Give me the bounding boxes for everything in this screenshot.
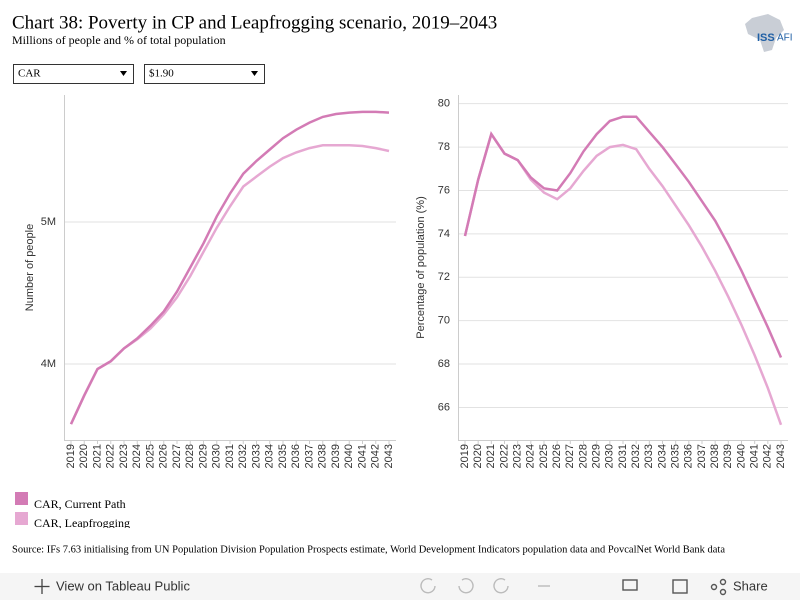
x-tick-label: 2034 bbox=[656, 444, 668, 468]
x-tick-label: 2028 bbox=[577, 444, 589, 468]
x-tick-label: 2037 bbox=[696, 444, 708, 468]
y-tick-label: 80 bbox=[438, 98, 450, 110]
x-tick-label: 2031 bbox=[617, 444, 629, 468]
legend-label[interactable]: CAR, Current Path bbox=[34, 497, 126, 511]
x-tick-label: 2039 bbox=[330, 444, 342, 468]
legend-swatch bbox=[15, 512, 28, 525]
legend-swatch bbox=[15, 492, 28, 505]
x-tick-label: 2022 bbox=[498, 444, 510, 468]
y-tick-label: 78 bbox=[438, 141, 450, 153]
x-tick-label: 2023 bbox=[118, 444, 130, 468]
view-on-public[interactable]: View on Tableau Public bbox=[56, 578, 190, 593]
dropdown-arrow bbox=[251, 71, 258, 76]
action-icons[interactable] bbox=[622, 578, 727, 596]
y-tick-label: 70 bbox=[438, 315, 450, 327]
x-tick-label: 2037 bbox=[303, 444, 315, 468]
y-tick-label: 74 bbox=[438, 228, 450, 240]
x-tick-label: 2041 bbox=[356, 444, 368, 468]
legend-clip bbox=[0, 528, 200, 536]
x-tick-label: 2027 bbox=[171, 444, 183, 468]
x-tick-label: 2036 bbox=[683, 444, 695, 468]
tableau-icon bbox=[34, 579, 50, 594]
y-tick-label: 72 bbox=[438, 271, 450, 283]
x-tick-label: 2043 bbox=[775, 444, 787, 468]
x-tick-label: 2031 bbox=[224, 444, 236, 468]
x-tick-label: 2027 bbox=[564, 444, 576, 468]
country-dropdown[interactable] bbox=[13, 64, 134, 84]
x-tick-label: 2042 bbox=[762, 444, 774, 468]
x-tick-label: 2029 bbox=[197, 444, 209, 468]
y-tick-label: 76 bbox=[438, 184, 450, 196]
x-tick-label: 2042 bbox=[370, 444, 382, 468]
poverty-line-dropdown[interactable] bbox=[144, 64, 265, 84]
x-tick-label: 2026 bbox=[551, 444, 563, 468]
country-value: CAR bbox=[18, 68, 41, 80]
x-tick-label: 2026 bbox=[158, 444, 170, 468]
series-line bbox=[463, 115, 783, 358]
logo-map bbox=[745, 14, 784, 52]
x-tick-label: 2028 bbox=[184, 444, 196, 468]
subtitle: Millions of people and % of total popula… bbox=[12, 33, 226, 47]
x-tick-label: 2029 bbox=[591, 444, 603, 468]
x-tick-label: 2038 bbox=[709, 444, 721, 468]
y-axis-label: Number of people bbox=[24, 224, 36, 311]
x-tick-label: 2020 bbox=[78, 444, 90, 468]
x-tick-label: 2040 bbox=[735, 444, 747, 468]
logo-text: ISS bbox=[757, 32, 775, 44]
series-line bbox=[69, 144, 390, 425]
y-axis-label: Percentage of population (%) bbox=[415, 196, 427, 338]
x-tick-label: 2036 bbox=[290, 444, 302, 468]
y-tick-label: 5M bbox=[41, 216, 56, 228]
x-tick-label: 2038 bbox=[317, 444, 329, 468]
poverty-line-value: $1.90 bbox=[149, 68, 174, 80]
x-tick-label: 2040 bbox=[343, 444, 355, 468]
x-tick-label: 2019 bbox=[65, 444, 77, 468]
toolbar bbox=[0, 573, 800, 600]
x-tick-label: 2030 bbox=[211, 444, 223, 468]
x-tick-label: 2043 bbox=[383, 444, 395, 468]
logo-suffix: AFI bbox=[777, 33, 793, 44]
x-tick-label: 2035 bbox=[277, 444, 289, 468]
x-tick-label: 2033 bbox=[643, 444, 655, 468]
share[interactable]: Share bbox=[733, 578, 768, 593]
y-tick-label: 68 bbox=[438, 358, 450, 370]
x-tick-label: 2020 bbox=[472, 444, 484, 468]
series-line bbox=[463, 131, 783, 426]
x-tick-label: 2024 bbox=[525, 444, 537, 468]
title: Chart 38: Poverty in CP and Leapfrogging… bbox=[12, 12, 497, 33]
x-tick-label: 2024 bbox=[131, 444, 143, 468]
x-tick-label: 2032 bbox=[237, 444, 249, 468]
x-tick-label: 2021 bbox=[485, 444, 497, 468]
x-tick-label: 2025 bbox=[538, 444, 550, 468]
x-tick-label: 2034 bbox=[264, 444, 276, 468]
y-tick-label: 4M bbox=[41, 358, 56, 370]
x-tick-label: 2023 bbox=[512, 444, 524, 468]
y-tick-label: 66 bbox=[438, 401, 450, 413]
x-tick-label: 2041 bbox=[749, 444, 761, 468]
x-tick-label: 2022 bbox=[105, 444, 117, 468]
x-tick-label: 2039 bbox=[722, 444, 734, 468]
x-tick-label: 2021 bbox=[91, 444, 103, 468]
legend-label[interactable]: CAR, Leapfrogging bbox=[34, 516, 130, 530]
x-tick-label: 2025 bbox=[144, 444, 156, 468]
x-tick-label: 2030 bbox=[604, 444, 616, 468]
series-line bbox=[69, 110, 390, 425]
source: Source: IFs 7.63 initialising from UN Po… bbox=[12, 544, 725, 555]
x-tick-label: 2032 bbox=[630, 444, 642, 468]
x-tick-label: 2035 bbox=[670, 444, 682, 468]
dropdown-arrow bbox=[120, 71, 127, 76]
x-tick-label: 2019 bbox=[459, 444, 471, 468]
x-tick-label: 2033 bbox=[250, 444, 262, 468]
undo-redo-icons bbox=[420, 578, 550, 594]
